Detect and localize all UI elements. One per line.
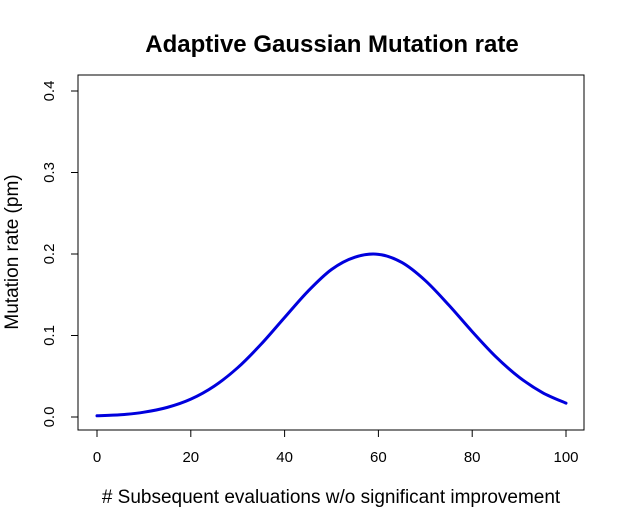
x-tick-label: 60 xyxy=(370,449,387,466)
y-tick-label: 0.3 xyxy=(41,162,58,183)
y-tick-label: 0.2 xyxy=(41,244,58,265)
x-tick-label: 80 xyxy=(464,449,481,466)
plot-frame xyxy=(77,74,585,431)
series-line xyxy=(95,252,568,418)
x-tick-label: 100 xyxy=(553,449,578,466)
x-tick-label: 20 xyxy=(182,449,199,466)
chart-title: Adaptive Gaussian Mutation rate xyxy=(145,31,518,58)
x-axis-label: # Subsequent evaluations w/o significant… xyxy=(102,487,561,508)
x-tick-label: 0 xyxy=(93,449,101,466)
x-tick-label: 40 xyxy=(276,449,293,466)
y-tick-label: 0.4 xyxy=(41,81,58,102)
series-layer xyxy=(95,252,568,418)
y-axis: 0.0 0.1 0.2 0.3 0.4 xyxy=(41,81,79,428)
y-tick-label: 0.1 xyxy=(41,325,58,346)
y-axis-label: Mutation rate (pm) xyxy=(2,174,23,329)
y-tick-label: 0.0 xyxy=(41,407,58,428)
x-axis: 0 20 40 60 80 100 xyxy=(93,429,579,466)
